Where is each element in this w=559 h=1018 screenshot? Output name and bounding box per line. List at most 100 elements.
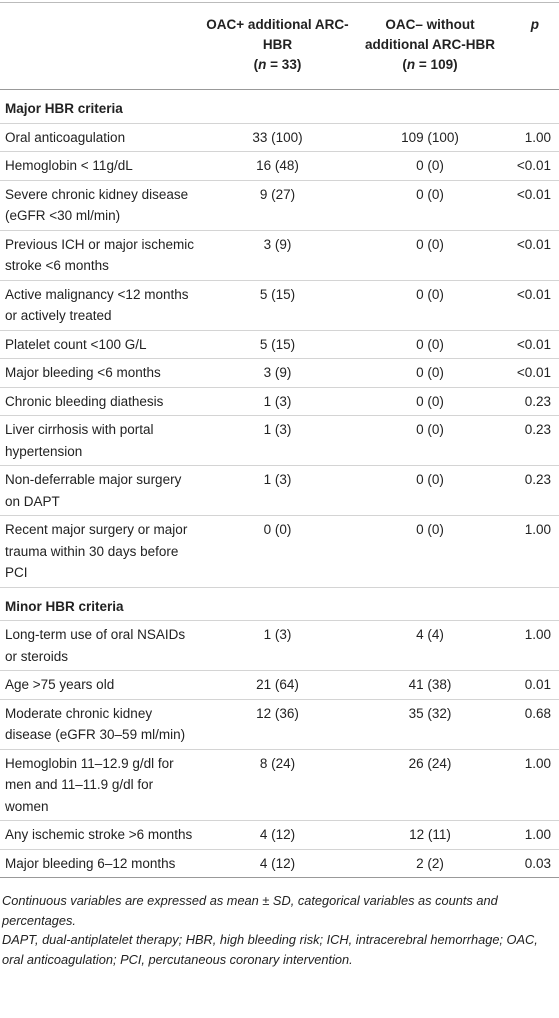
cell: 1.00	[505, 820, 559, 850]
cell: 12 (36)	[200, 699, 355, 750]
cell: 0 (0)	[355, 280, 505, 331]
cell: 35 (32)	[355, 699, 505, 750]
table-body: Major HBR criteria Oral anticoagulation 33…	[0, 89, 559, 878]
cell: 9 (27)	[200, 180, 355, 231]
row-label: Age >75 years old	[0, 670, 200, 700]
cell: 4 (12)	[200, 849, 355, 878]
footnote: DAPT, dual-antiplatelet therapy; HBR, hi…	[2, 932, 538, 967]
table-row: Active malignancy <12 months or actively…	[0, 280, 559, 331]
header-title: OAC– without additional ARC-HBR	[365, 17, 495, 52]
table-row: Platelet count <100 G/L 5 (15) 0 (0) <0.01	[0, 330, 559, 359]
row-label: Long-term use of oral NSAIDs or steroids	[0, 620, 200, 671]
header-n: n	[406, 57, 416, 72]
cell: <0.01	[505, 330, 559, 359]
row-label: Hemoglobin < 11g/dL	[0, 151, 200, 181]
table-row: Previous ICH or major ischemic stroke <6…	[0, 230, 559, 281]
cell: 0 (0)	[355, 387, 505, 416]
footnote: Continuous variables are expressed as me…	[2, 893, 498, 928]
cell: 0.23	[505, 465, 559, 516]
header-label	[0, 2, 200, 90]
header-p: p	[505, 2, 559, 90]
table-row: Long-term use of oral NSAIDs or steroids…	[0, 620, 559, 671]
footnotes: Continuous variables are expressed as me…	[0, 878, 559, 969]
cell: 0 (0)	[200, 515, 355, 588]
table-row: Major bleeding 6–12 months 4 (12) 2 (2) 0.0…	[0, 849, 559, 878]
header-count: (	[253, 57, 259, 72]
cell: 12 (11)	[355, 820, 505, 850]
cell: 0 (0)	[355, 330, 505, 359]
table-row: Moderate chronic kidney disease (eGFR 30…	[0, 699, 559, 750]
row-label: Liver cirrhosis with portal hypertension	[0, 415, 200, 466]
cell: 1 (3)	[200, 415, 355, 466]
cell: 1.00	[505, 123, 559, 152]
cell: 0 (0)	[355, 465, 505, 516]
table-row: Age >75 years old 21 (64) 41 (38) 0.01	[0, 670, 559, 700]
cell: 0.03	[505, 849, 559, 878]
cell: 16 (48)	[200, 151, 355, 181]
cell: 5 (15)	[200, 280, 355, 331]
section-title: Minor HBR criteria	[0, 587, 559, 621]
cell: <0.01	[505, 280, 559, 331]
cell: 0 (0)	[355, 151, 505, 181]
cell: <0.01	[505, 180, 559, 231]
table-header: OAC+ additional ARC-HBR (n = 33) OAC– wit…	[0, 2, 559, 90]
header-title: OAC+ additional ARC-HBR	[206, 17, 349, 52]
header-row: OAC+ additional ARC-HBR (n = 33) OAC– wit…	[0, 2, 559, 90]
cell: 1 (3)	[200, 387, 355, 416]
row-label: Chronic bleeding diathesis	[0, 387, 200, 416]
table-row: Recent major surgery or major trauma wit…	[0, 515, 559, 588]
cell: 0.23	[505, 387, 559, 416]
cell: 8 (24)	[200, 749, 355, 821]
row-label: Any ischemic stroke >6 months	[0, 820, 200, 850]
row-label: Hemoglobin 11–12.9 g/dl for men and 11–1…	[0, 749, 200, 821]
cell: 3 (9)	[200, 230, 355, 281]
section-title: Major HBR criteria	[0, 89, 559, 124]
cell: 1.00	[505, 620, 559, 671]
table-row: Non-deferrable major surgery on DAPT 1 (3…	[0, 465, 559, 516]
table-row: Liver cirrhosis with portal hypertension…	[0, 415, 559, 466]
row-label: Recent major surgery or major trauma wit…	[0, 515, 200, 588]
header-p-text: p	[530, 17, 539, 32]
cell: 33 (100)	[200, 123, 355, 152]
cell: 0 (0)	[355, 230, 505, 281]
header-col: OAC+ additional ARC-HBR (n = 33)	[200, 2, 355, 90]
table: OAC+ additional ARC-HBR (n = 33) OAC– wit…	[0, 2, 559, 878]
cell: 21 (64)	[200, 670, 355, 700]
row-label: Active malignancy <12 months or actively…	[0, 280, 200, 331]
header-n: n	[258, 57, 267, 72]
header-count: = 33)	[266, 57, 302, 72]
table-row: Oral anticoagulation 33 (100) 109 (100) 1.0…	[0, 123, 559, 152]
cell: 26 (24)	[355, 749, 505, 821]
table-row: Any ischemic stroke >6 months 4 (12) 12 (1…	[0, 820, 559, 850]
row-label: Moderate chronic kidney disease (eGFR 30…	[0, 699, 200, 750]
row-label: Platelet count <100 G/L	[0, 330, 200, 359]
row-label: Severe chronic kidney disease (eGFR <30 …	[0, 180, 200, 231]
cell: 3 (9)	[200, 358, 355, 388]
cell: 1 (3)	[200, 620, 355, 671]
table-row: Severe chronic kidney disease (eGFR <30 …	[0, 180, 559, 231]
section-row: Minor HBR criteria	[0, 587, 559, 621]
header-count: (	[402, 57, 407, 72]
row-label: Oral anticoagulation	[0, 123, 200, 152]
cell: 109 (100)	[355, 123, 505, 152]
cell: 1 (3)	[200, 465, 355, 516]
cell: 0.23	[505, 415, 559, 466]
cell: <0.01	[505, 230, 559, 281]
row-label: Major bleeding <6 months	[0, 358, 200, 388]
section-row: Major HBR criteria	[0, 89, 559, 124]
cell: 1.00	[505, 515, 559, 588]
table-row: Major bleeding <6 months 3 (9) 0 (0) <0.01	[0, 358, 559, 388]
cell: 0 (0)	[355, 415, 505, 466]
cell: 0 (0)	[355, 515, 505, 588]
cell: <0.01	[505, 151, 559, 181]
cell: 0 (0)	[355, 180, 505, 231]
header-col: OAC– without additional ARC-HBR (n = 109)	[355, 2, 505, 90]
cell: 4 (4)	[355, 620, 505, 671]
row-label: Previous ICH or major ischemic stroke <6…	[0, 230, 200, 281]
table-row: Hemoglobin 11–12.9 g/dl for men and 11–1…	[0, 749, 559, 821]
cell: 2 (2)	[355, 849, 505, 878]
table-row: Chronic bleeding diathesis 1 (3) 0 (0) 0.23	[0, 387, 559, 416]
row-label: Major bleeding 6–12 months	[0, 849, 200, 878]
cell: 1.00	[505, 749, 559, 821]
